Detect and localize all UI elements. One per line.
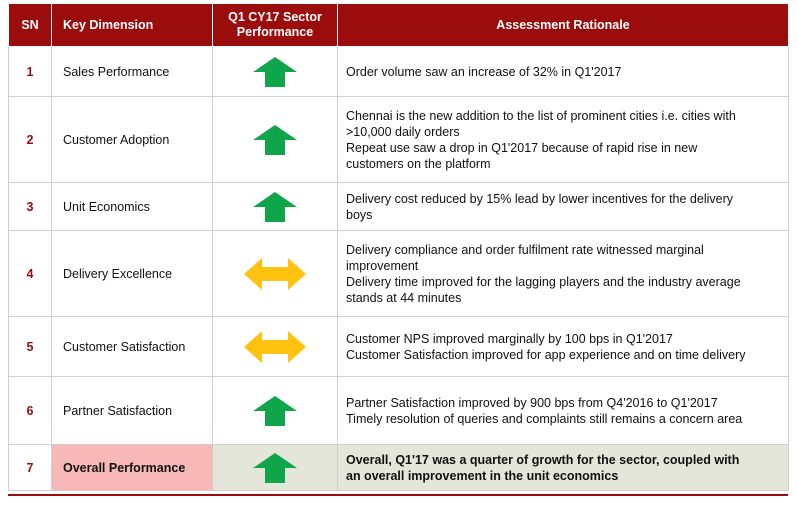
double-arrow-icon xyxy=(244,330,306,363)
rationale-line: Chennai is the new addition to the list … xyxy=(346,108,736,123)
row-dimension: Partner Satisfaction xyxy=(51,376,213,445)
rationale-line: improvement xyxy=(346,258,419,273)
table-header-row: SN Key Dimension Q1 CY17 Sector Performa… xyxy=(8,3,789,47)
row-dimension: Customer Adoption xyxy=(51,96,213,183)
table-row: 5 Customer Satisfaction Customer NPS imp… xyxy=(8,316,789,377)
row-sn: 3 xyxy=(8,182,52,231)
table-row: 4 Delivery Excellence Delivery complianc… xyxy=(8,230,789,317)
row-dimension: Unit Economics xyxy=(51,182,213,231)
rationale-line: >10,000 daily orders xyxy=(346,124,460,139)
up-arrow-icon xyxy=(253,395,297,426)
rationale-line: Delivery time improved for the lagging p… xyxy=(346,274,741,289)
up-arrow-icon xyxy=(253,124,297,155)
row-dimension: Delivery Excellence xyxy=(51,230,213,317)
double-arrow-icon xyxy=(244,257,306,290)
row-sn: 1 xyxy=(8,46,52,97)
rationale-line: Delivery compliance and order fulfilment… xyxy=(346,242,704,257)
row-dimension: Customer Satisfaction xyxy=(51,316,213,377)
footer-divider xyxy=(8,494,788,496)
row-rationale: Delivery compliance and order fulfilment… xyxy=(337,230,789,317)
rationale-line: boys xyxy=(346,207,373,222)
rationale-line: stands at 44 minutes xyxy=(346,290,462,305)
row-sn: 2 xyxy=(8,96,52,183)
row-dimension: Overall Performance xyxy=(51,444,213,491)
rationale-line: Customer NPS improved marginally by 100 … xyxy=(346,331,673,346)
row-sn: 7 xyxy=(8,444,52,491)
header-performance-line2: Performance xyxy=(236,25,314,39)
header-performance-line1: Q1 CY17 Sector xyxy=(228,10,322,24)
row-sn: 5 xyxy=(8,316,52,377)
row-rationale: Delivery cost reduced by 15% lead by low… xyxy=(337,182,789,231)
rationale-line: Customer Satisfaction improved for app e… xyxy=(346,347,746,362)
table-row: 6 Partner Satisfaction Partner Satisfact… xyxy=(8,376,789,445)
row-indicator xyxy=(212,376,338,445)
row-indicator xyxy=(212,316,338,377)
assessment-table: SN Key Dimension Q1 CY17 Sector Performa… xyxy=(8,3,789,491)
row-indicator xyxy=(212,182,338,231)
header-sector-performance: Q1 CY17 Sector Performance xyxy=(212,3,338,47)
rationale-line: Repeat use saw a drop in Q1'2017 because… xyxy=(346,140,698,155)
table-row: 3 Unit Economics Delivery cost reduced b… xyxy=(8,182,789,231)
row-sn: 6 xyxy=(8,376,52,445)
table-row-overall: 7 Overall Performance Overall, Q1'17 was… xyxy=(8,444,789,491)
rationale-line: an overall improvement in the unit econo… xyxy=(346,468,619,483)
row-rationale: Order volume saw an increase of 32% in Q… xyxy=(337,46,789,97)
rationale-line: Timely resolution of queries and complai… xyxy=(346,411,743,426)
row-indicator xyxy=(212,96,338,183)
rationale-line: Overall, Q1'17 was a quarter of growth f… xyxy=(346,452,740,467)
rationale-line: Delivery cost reduced by 15% lead by low… xyxy=(346,191,733,206)
header-key-dimension: Key Dimension xyxy=(51,3,213,47)
row-rationale: Overall, Q1'17 was a quarter of growth f… xyxy=(337,444,789,491)
row-sn: 4 xyxy=(8,230,52,317)
up-arrow-icon xyxy=(253,56,297,87)
rationale-line: Order volume saw an increase of 32% in Q… xyxy=(346,64,622,79)
row-rationale: Partner Satisfaction improved by 900 bps… xyxy=(337,376,789,445)
rationale-line: customers on the platform xyxy=(346,156,491,171)
table-row: 1 Sales Performance Order volume saw an … xyxy=(8,46,789,97)
header-sn: SN xyxy=(8,3,52,47)
up-arrow-icon xyxy=(253,452,297,483)
up-arrow-icon xyxy=(253,191,297,222)
row-dimension: Sales Performance xyxy=(51,46,213,97)
rationale-line: Partner Satisfaction improved by 900 bps… xyxy=(346,395,718,410)
row-indicator xyxy=(212,230,338,317)
row-rationale: Customer NPS improved marginally by 100 … xyxy=(337,316,789,377)
row-indicator xyxy=(212,46,338,97)
row-indicator xyxy=(212,444,338,491)
table-row: 2 Customer Adoption Chennai is the new a… xyxy=(8,96,789,183)
header-assessment-rationale: Assessment Rationale xyxy=(337,3,789,47)
row-rationale: Chennai is the new addition to the list … xyxy=(337,96,789,183)
